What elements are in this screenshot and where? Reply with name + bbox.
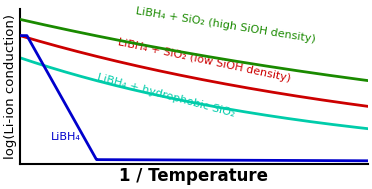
Text: LiBH₄ + SiO₂ (low SiOH density): LiBH₄ + SiO₂ (low SiOH density) <box>117 37 292 83</box>
Text: LiBH₄ + SiO₂ (high SiOH density): LiBH₄ + SiO₂ (high SiOH density) <box>135 6 316 45</box>
Y-axis label: log(Li-ion conduction): log(Li-ion conduction) <box>4 14 17 159</box>
Text: LiBH₄ + hydrophobic SiO₂: LiBH₄ + hydrophobic SiO₂ <box>96 73 237 119</box>
Text: LiBH₄: LiBH₄ <box>51 132 81 142</box>
X-axis label: 1 / Temperature: 1 / Temperature <box>119 167 268 185</box>
